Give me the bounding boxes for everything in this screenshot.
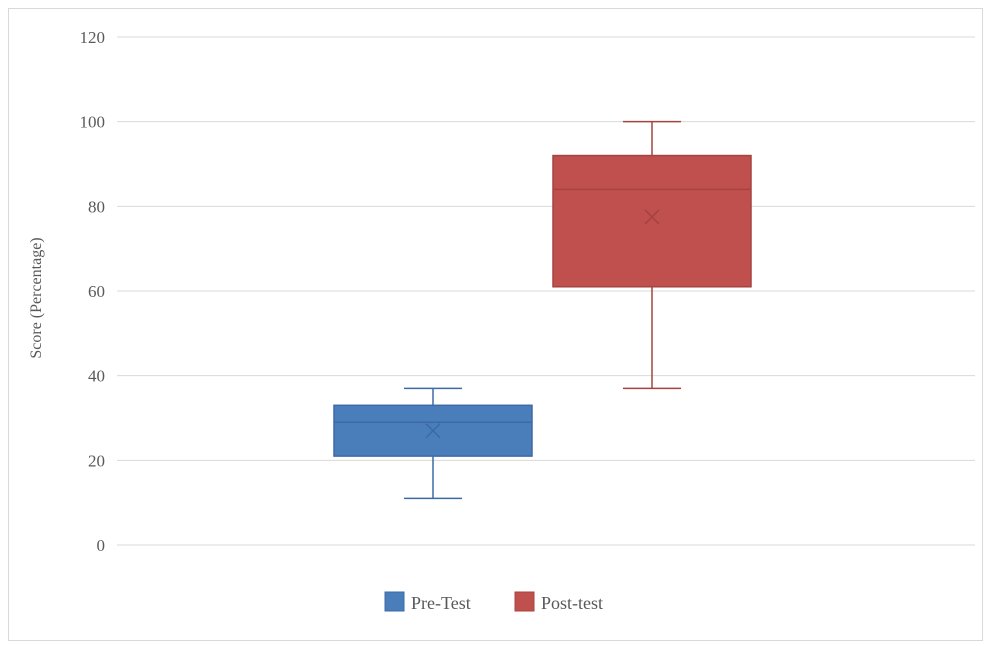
legend-item-post-test: Post-test: [514, 591, 603, 613]
box-pre-test: [333, 387, 533, 500]
y-tick-label-80: 80: [88, 197, 105, 216]
y-tick-label-60: 60: [88, 282, 105, 301]
legend-swatch: [384, 591, 405, 612]
legend-item-pre-test: Pre-Test: [384, 591, 471, 613]
mean-marker-b: [425, 423, 441, 439]
mean-marker-b: [644, 209, 660, 225]
legend: Pre-Test Post-test: [384, 591, 603, 613]
box-plot-chart: 0 20 40 60 80 100 120 Score (Percentage) Pre-T…: [28, 28, 975, 613]
y-axis-title: Score (Percentage): [28, 237, 45, 358]
chart-frame: 0 20 40 60 80 100 120 Score (Percentage) Pre-T…: [8, 8, 983, 641]
legend-swatch: [514, 591, 535, 612]
box-post-test: [552, 120, 752, 390]
y-tick-label-120: 120: [80, 28, 106, 47]
y-tick-label-100: 100: [80, 113, 106, 132]
y-tick-label-20: 20: [88, 451, 105, 470]
gridlines: [117, 36, 975, 546]
box-series: [333, 120, 752, 500]
interquartile-box: [552, 154, 752, 288]
legend-label: Pre-Test: [411, 593, 471, 613]
y-tick-label-0: 0: [97, 536, 106, 555]
legend-label: Post-test: [541, 593, 603, 613]
y-axis-ticks: 0 20 40 60 80 100 120: [80, 28, 106, 555]
y-tick-label-40: 40: [88, 367, 105, 386]
